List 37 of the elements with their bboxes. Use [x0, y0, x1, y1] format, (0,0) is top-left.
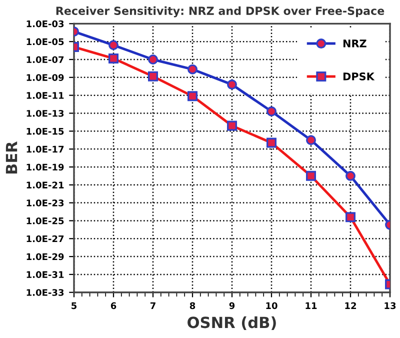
x-tick-label: 6: [110, 302, 116, 310]
x-tick-label: 7: [150, 302, 156, 309]
y-axis-title: BER: [6, 141, 18, 174]
x-tick-label: 12: [345, 302, 356, 309]
point: [346, 170, 356, 181]
legend-label: DPSK: [343, 72, 375, 80]
y-tick-label: 1.0E-07: [26, 56, 64, 64]
x-tick-label: 9: [229, 302, 235, 310]
y-tick-label: 1.0E-25: [26, 217, 64, 224]
point: [266, 106, 276, 116]
y-tick-label: 1.0E-19: [26, 164, 64, 171]
y-tick-label: 1.0E-27: [26, 235, 64, 242]
y-tick-label: 1.0E-15: [26, 128, 64, 135]
y-tick-label: 1.0E-11: [26, 92, 64, 99]
point: [108, 40, 118, 50]
chart-title: Receiver Sensitivity: NRZ and DPSK over Free-Space: [56, 6, 384, 18]
y-tick-label: 1.0E-05: [26, 38, 64, 46]
y-tick-label: 1.0E-33: [26, 289, 64, 296]
x-tick-label: 8: [190, 302, 196, 310]
y-tick-label: 1.0E-23: [26, 200, 64, 206]
x-axis-title: OSNR (dB): [188, 316, 276, 330]
y-tick-label: 1.0E-31: [26, 271, 64, 278]
point: [148, 54, 158, 64]
x-tick-label: 11: [306, 302, 317, 309]
point: [306, 135, 316, 146]
x-tick-label: 10: [266, 302, 278, 310]
x-tick-label: 13: [384, 302, 396, 310]
y-tick-label: 1.0E-29: [26, 253, 64, 260]
point: [227, 80, 237, 90]
y-tick-label: 1.0E-21: [26, 182, 64, 188]
point: [188, 64, 198, 74]
y-tick-label: 1.0E-03: [26, 20, 64, 28]
y-tick-label: 1.0E-09: [26, 74, 64, 81]
y-tick-label: 1.0E-13: [26, 110, 64, 117]
x-tick-label: 5: [72, 302, 77, 310]
y-tick-label: 1.0E-17: [26, 146, 64, 153]
legend-label: NRZ: [343, 40, 366, 48]
